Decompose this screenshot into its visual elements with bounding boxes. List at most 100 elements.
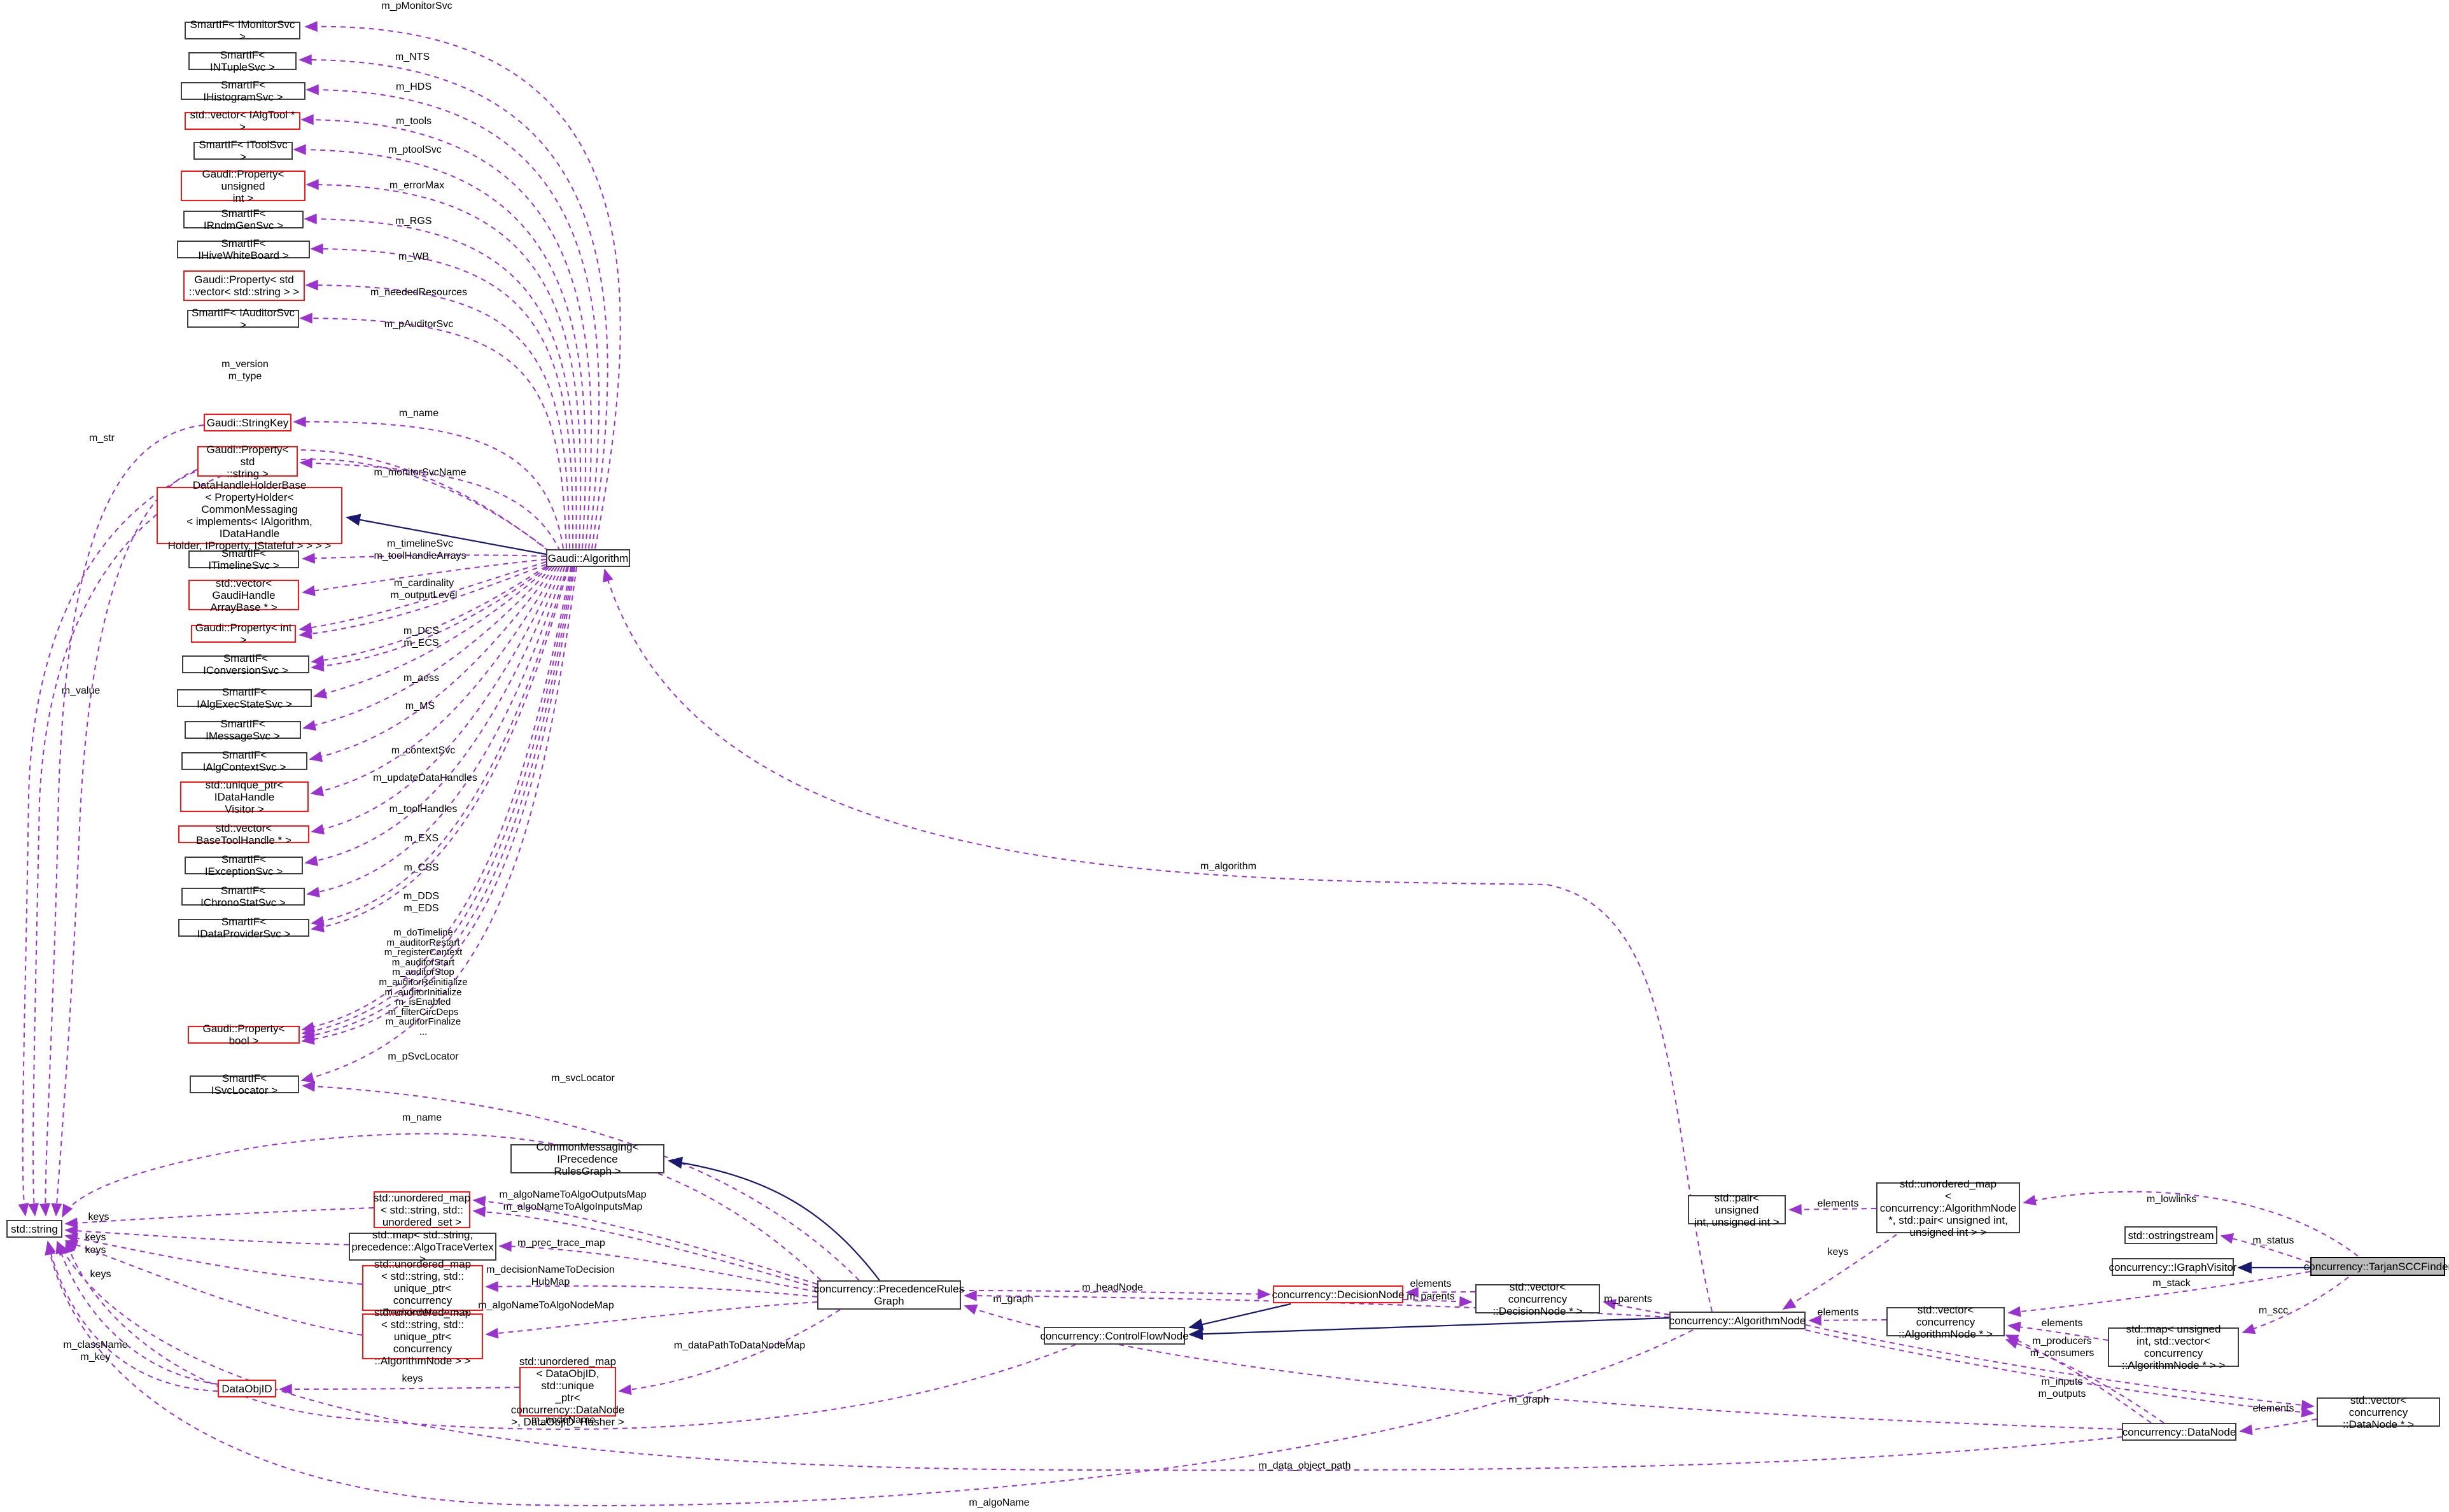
node-property-string[interactable]: Gaudi::Property< std ::string > (197, 444, 298, 480)
node-smartif-ialgcontextsvc[interactable]: SmartIF< IAlgContextSvc > (181, 749, 307, 773)
edge-label-m-nodename: m_nodeName (531, 1415, 596, 1425)
node-unorderedmap-string-decisionnode[interactable]: std::unordered_map < std::string, std:: … (362, 1258, 483, 1319)
node-ostringstream[interactable]: std::ostringstream (2124, 1226, 2217, 1244)
node-smartif-imessagesvc[interactable]: SmartIF< IMessageSvc > (185, 718, 301, 742)
edge-label-m-rgs: m_RGS (395, 216, 432, 227)
edge-label-m-inputs-outputs: m_inputs m_outputs (2038, 1376, 2086, 1399)
edge-label-m-algoname: m_algoName (969, 1497, 1030, 1508)
edge-label-m-dcs-ecs: m_DCS m_ECS (403, 626, 440, 648)
node-commonmessaging-iprecedencerulesgraph[interactable]: CommonMessaging< IPrecedence RulesGraph … (510, 1141, 664, 1177)
edge-label-m-graph-1: m_graph (993, 1294, 1034, 1305)
edge-label-m-decisionnametodecisionhubmap: m_decisionNameToDecision HubMap (486, 1264, 615, 1287)
node-smartif-irndmgensvc[interactable]: SmartIF< IRndmGenSvc > (183, 207, 304, 232)
node-smartif-intuplesvc[interactable]: SmartIF< INTupleSvc > (188, 49, 297, 73)
edge-label-m-parents-2: m_parents (1604, 1294, 1652, 1305)
edge-label-m-algonametoalgooutputsmap: m_algoNameToAlgoOutputsMap m_algoNameToA… (499, 1189, 647, 1212)
node-unorderedmap-dataobjid-datanode[interactable]: std::unordered_map < DataObjID, std::uni… (510, 1355, 625, 1428)
edge-label-m-status: m_status (2252, 1235, 2294, 1246)
edge-label-elements-3: elements (1817, 1307, 1859, 1318)
node-dataobjid[interactable]: DataObjID (218, 1380, 276, 1397)
edge-label-m-psvclocator: m_pSvcLocator (388, 1051, 459, 1062)
edge-label-m-pauditorsvc: m_pAuditorSvc (384, 319, 454, 330)
edge-label-m-errormax: m_errorMax (389, 180, 445, 191)
edge-label-m-datapathtodatanodemap: m_dataPathToDataNodeMap (673, 1340, 806, 1351)
node-decisionnode[interactable]: concurrency::DecisionNode (1272, 1285, 1404, 1303)
node-property-vector-string[interactable]: Gaudi::Property< std ::vector< std::stri… (183, 270, 305, 301)
edge-label-m-ptoolsvc: m_ptoolSvc (388, 144, 442, 155)
node-datanode[interactable]: concurrency::DataNode (2122, 1423, 2236, 1441)
edge-label-elements-1: elements (1410, 1278, 1452, 1289)
node-smartif-ialgexecstatesvc[interactable]: SmartIF< IAlgExecStateSvc > (177, 686, 312, 710)
edge-label-m-wb: m_WB (398, 251, 429, 262)
edge-label-m-pmonitorsvc: m_pMonitorSvc (381, 1, 453, 11)
edge-label-m-prec-trace-map: m_prec_trace_map (517, 1238, 605, 1249)
node-unorderedmap-string-algorithmnode[interactable]: std::unordered_map < std::string, std:: … (362, 1306, 483, 1367)
edge-label-m-neededresources: m_neededResources (370, 287, 468, 298)
node-property-bool[interactable]: Gaudi::Property< bool > (188, 1023, 300, 1047)
node-vector-algorithmnode[interactable]: std::vector< concurrency ::AlgorithmNode… (1886, 1304, 2005, 1340)
edge-label-m-data-object-path: m_data_object_path (1258, 1460, 1351, 1471)
node-smartif-iexceptionsvc[interactable]: SmartIF< IExceptionSvc > (185, 853, 303, 878)
node-vector-ialgtool[interactable]: std::vector< IAlgTool * > (185, 109, 300, 133)
node-gaudi-algorithm[interactable]: Gaudi::Algorithm (546, 549, 630, 567)
edge-label-m-exs: m_EXS (403, 833, 439, 844)
edge-label-m-headnode: m_headNode (1081, 1282, 1144, 1293)
node-map-string-algotracevertex[interactable]: std::map< std::string, precedence::AlgoT… (349, 1229, 496, 1265)
node-smartif-iauditorsvc[interactable]: SmartIF< IAuditorSvc > (187, 307, 299, 331)
node-uniqueptr-idatahandlevisitor[interactable]: std::unique_ptr< IDataHandle Visitor > (180, 779, 309, 815)
edge-label-keys-5: keys (402, 1373, 423, 1384)
edge-label-m-contextsvc: m_contextSvc (391, 745, 456, 756)
node-pair-unsigned-unsigned[interactable]: std::pair< unsigned int, unsigned int > (1688, 1192, 1786, 1228)
edge-label-m-value: m_value (61, 685, 101, 696)
node-unorderedmap-algorithmnode-pair[interactable]: std::unordered_map < concurrency::Algori… (1876, 1178, 2020, 1238)
node-smartif-itoolsvc[interactable]: SmartIF< IToolSvc > (193, 139, 293, 163)
node-controlflownode[interactable]: concurrency::ControlFlowNode (1040, 1327, 1189, 1345)
edge-label-m-aess: m_aess (403, 673, 440, 683)
edge-label-m-parents-1: m_parents (1407, 1291, 1455, 1302)
node-igraphvisitor[interactable]: concurrency::IGraphVisitor (2109, 1258, 2236, 1276)
edge-label-keys-3: keys (85, 1245, 106, 1256)
edge-label-m-toolhandles: m_toolHandles (389, 804, 458, 815)
node-tarjansccfinder: concurrency::TarjanSCCFinder (2304, 1257, 2449, 1276)
node-vector-basetoolhandle[interactable]: std::vector< BaseToolHandle * > (178, 822, 309, 846)
node-smartif-iconversionsvc[interactable]: SmartIF< IConversionSvc > (182, 652, 309, 676)
edge-label-m-updatedatahandles: m_updateDataHandles (373, 773, 477, 783)
node-smartif-imonitorsvc[interactable]: SmartIF< IMonitorSvc > (185, 18, 300, 43)
node-vector-gaudihandlearraybase[interactable]: std::vector< GaudiHandle ArrayBase * > (188, 577, 299, 613)
edge-label-keys-6: keys (1827, 1247, 1849, 1257)
edge-label-elements-2: elements (1817, 1198, 1859, 1209)
node-smartif-ichronostatsvc[interactable]: SmartIF< IChronoStatSvc > (181, 885, 305, 909)
edge-label-m-name-2: m_name (402, 1112, 442, 1123)
node-precedencerulesgraph[interactable]: concurrency::PrecedenceRules Graph (814, 1280, 964, 1310)
edge-label-m-monitorsvcname: m_monitorSvcName (374, 467, 467, 478)
edge-label-m-css: m_CSS (403, 862, 439, 873)
node-smartif-idataprovidersvc[interactable]: SmartIF< IDataProviderSvc > (178, 916, 309, 940)
edge-label-keys-4: keys (90, 1269, 111, 1280)
node-std-string[interactable]: std::string (6, 1220, 62, 1238)
edge-label-m-lowlinks: m_lowlinks (2146, 1194, 2197, 1205)
node-unorderedmap-string-unorderedset[interactable]: std::unordered_map < std::string, std:: … (373, 1191, 471, 1228)
node-vector-decisionnode[interactable]: std::vector< concurrency ::DecisionNode … (1475, 1281, 1600, 1317)
edge-label-m-scc: m_scc (2258, 1305, 2289, 1316)
node-map-unsigned-vector-algorithmnode[interactable]: std::map< unsigned int, std::vector< con… (2108, 1323, 2239, 1371)
edge-label-elements-4: elements (2041, 1318, 2083, 1329)
node-gaudi-stringkey[interactable]: Gaudi::StringKey (204, 414, 291, 431)
node-smartif-ihistogramsvc[interactable]: SmartIF< IHistogramSvc > (181, 79, 305, 103)
edge-label-m-version-type: m_version m_type (221, 359, 269, 382)
edge-label-m-stack: m_stack (2152, 1278, 2191, 1289)
edge-label-m-nts: m_NTS (395, 52, 430, 62)
node-property-unsigned-int[interactable]: Gaudi::Property< unsigned int > (181, 168, 305, 204)
node-smartif-isvclocator[interactable]: SmartIF< ISvcLocator > (190, 1072, 299, 1096)
node-algorithmnode[interactable]: concurrency::AlgorithmNode (1669, 1312, 1806, 1329)
edge-label-m-classname-key: m_className m_key (63, 1340, 128, 1362)
edge-label-elements-5: elements (2252, 1403, 2294, 1414)
node-vector-datanode[interactable]: std::vector< concurrency ::DataNode * > (2317, 1394, 2440, 1431)
node-smartif-itimelinesvc[interactable]: SmartIF< ITimelineSvc > (188, 547, 299, 571)
node-smartif-ihivewhiteboard[interactable]: SmartIF< IHiveWhiteBoard > (177, 237, 310, 262)
edge-label-m-dds-eds: m_DDS m_EDS (403, 891, 440, 914)
node-datahandleholderbase[interactable]: DataHandleHolderBase < PropertyHolder< C… (157, 479, 342, 552)
node-property-int[interactable]: Gaudi::Property< int > (191, 622, 296, 646)
edge-label-m-cardinality: m_cardinality m_outputLevel (390, 578, 458, 601)
edge-label-m-str: m_str (89, 433, 115, 444)
